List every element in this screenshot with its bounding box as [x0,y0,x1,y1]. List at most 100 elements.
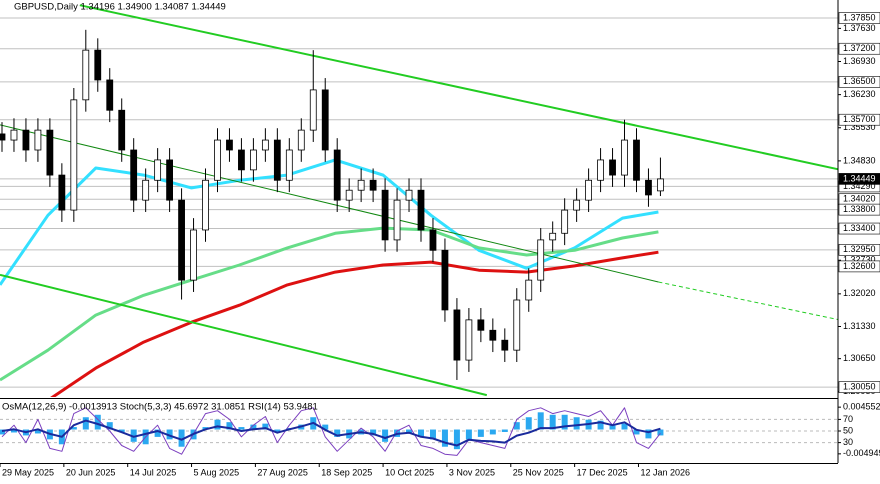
x-tick-label: 12 Jan 2026 [640,467,690,477]
candle-body [573,199,581,211]
y2-tick-label: 30 [843,437,853,447]
histogram-bar [525,417,532,430]
y-tick-label: -0.004949 [843,448,880,458]
candle-body [453,309,461,361]
oscillator-line [1,407,661,456]
candle-body [82,49,90,101]
y-tick-label: 1.37630 [843,23,876,33]
level-label: 1.34020 [843,194,876,204]
candle-body [46,129,54,176]
candle-body [645,179,652,196]
y2-tick-label: 50 [843,425,853,435]
y-tick-label: 1.31330 [843,321,876,331]
x-tick-label: 5 Aug 2025 [194,467,240,477]
histogram-bar [106,422,113,430]
y-tick-label: 1.35530 [843,122,876,132]
candle-body [70,99,78,211]
histogram-bar [561,414,568,430]
candle-body [489,329,497,341]
histogram-bar [441,429,448,447]
indicator-line [0,273,488,397]
candle-body [429,229,437,251]
candle-body [657,178,664,192]
candle-body [561,209,569,234]
level-box [838,113,880,126]
histogram-bar [406,429,413,434]
candle-body [501,339,509,351]
candle-body [633,139,640,181]
x-tick-label: 18 Sep 2025 [321,467,372,477]
candle-body [178,199,185,281]
candle-body [381,189,389,241]
candle-body [226,139,233,151]
histogram-bar [82,417,89,430]
candle-body [190,229,197,281]
candle-body [465,319,473,361]
level-box [838,12,880,24]
candle-body [202,179,209,231]
x-tick-label: 29 May 2025 [2,467,54,477]
histogram-bar [130,429,137,442]
candle-body [297,129,305,151]
histogram-bar [118,429,125,432]
oscillator-line [1,419,661,447]
candle-body [345,189,353,201]
histogram-bar [70,427,77,430]
candle-body [441,249,449,311]
histogram-bar [549,414,556,430]
indicator-line [50,250,659,397]
candle-body [549,232,557,241]
x-tick-label: 17 Dec 2025 [577,467,628,477]
histogram-bar [274,429,281,432]
histogram-bar [154,429,161,437]
histogram-bar [382,429,389,442]
histogram-bar [489,429,496,435]
level-label: 1.33400 [843,223,876,233]
histogram-bar [418,429,424,437]
level-box [838,260,880,273]
level-label: 1.37850 [843,12,876,22]
candle-body [238,149,245,171]
histogram-bar [501,429,508,432]
x-tick-label: 14 Jul 2025 [130,467,177,477]
level-label: 1.35700 [843,114,876,124]
histogram-bar [262,423,269,430]
candle-body [214,139,221,181]
histogram-bar [657,429,664,436]
indicator-line [658,281,838,321]
histogram-bar [645,429,652,439]
level-label: 1.34290 [843,181,876,191]
candle-body [321,89,329,151]
candle-body [357,179,365,191]
price-panel [0,4,838,397]
level-label: 1.30050 [843,381,876,391]
candle-body [369,179,377,191]
histogram-bar [537,412,544,430]
x-tick-label: 3 Nov 2025 [449,467,495,477]
histogram-bar [453,429,460,450]
level-box [838,173,880,185]
level-box [838,381,880,393]
candle-body [393,199,401,241]
candle-body [118,109,126,151]
candle-body [154,159,162,181]
candle-body [10,129,18,141]
chart-title: GBPUSD,Daily 1.34196 1.34900 1.34087 1.3… [14,2,226,13]
candle-body [166,159,174,201]
histogram-bar [633,429,640,435]
histogram-bar [166,429,173,440]
level-box [838,42,880,55]
candle-body [94,49,102,81]
histogram-bar [238,427,245,430]
level-box [838,76,880,88]
histogram-bar [609,425,616,430]
histogram-bar [178,429,185,447]
histogram-bar [429,429,436,440]
x-tick-label: 20 Jun 2025 [66,467,116,477]
y-tick-label: 1.32020 [843,288,876,298]
x-tick-label: 10 Oct 2025 [385,467,434,477]
histogram-bar [573,417,580,430]
